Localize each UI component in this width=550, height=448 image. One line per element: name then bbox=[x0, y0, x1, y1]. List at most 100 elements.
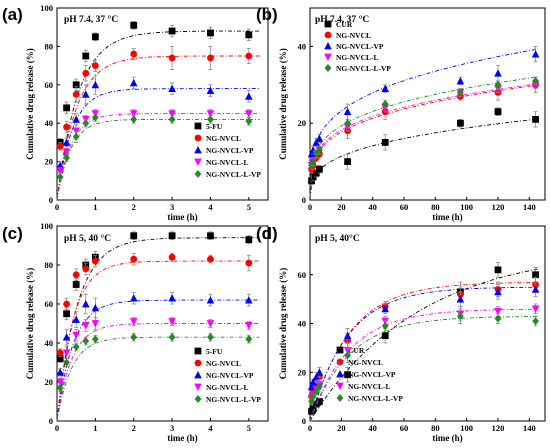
data-point bbox=[91, 33, 99, 41]
fit-curve bbox=[56, 260, 260, 422]
data-point bbox=[531, 50, 540, 58]
data-point bbox=[82, 265, 90, 273]
x-tick-label: 2 bbox=[132, 202, 136, 212]
data-point bbox=[63, 358, 70, 367]
panel-letter: (a) bbox=[2, 5, 23, 24]
data-point bbox=[245, 322, 253, 330]
data-point bbox=[72, 91, 80, 98]
data-point bbox=[494, 80, 502, 89]
data-point bbox=[532, 271, 539, 279]
data-point bbox=[63, 300, 70, 308]
y-tick-label: 60 bbox=[45, 299, 54, 309]
legend-marker bbox=[324, 31, 332, 39]
legend-label: 5-FU bbox=[206, 347, 223, 356]
legend-marker bbox=[194, 383, 202, 391]
data-point bbox=[63, 104, 70, 112]
data-point bbox=[130, 333, 138, 342]
data-point bbox=[531, 305, 540, 313]
y-tick-label: 0 bbox=[49, 195, 53, 205]
series-ng-nvcl bbox=[56, 252, 260, 422]
series-ng-nvcl-vp bbox=[56, 74, 260, 201]
y-tick-label: 40 bbox=[45, 338, 54, 348]
x-tick-label: 100 bbox=[460, 423, 473, 433]
fit-curve bbox=[56, 88, 260, 201]
legend-marker bbox=[324, 64, 332, 72]
panel-letter: (c) bbox=[2, 224, 23, 243]
x-tick-label: 4 bbox=[208, 423, 213, 433]
fit-curve bbox=[56, 237, 260, 422]
panel-a: (a) pH 7.4, 37 °C 0 1 2 3 4 5 0 20 40 60 80 100 time (… bbox=[2, 3, 269, 222]
data-point bbox=[130, 115, 138, 124]
x-tick-label: 1 bbox=[93, 423, 97, 433]
data-point bbox=[344, 351, 351, 360]
series-cur bbox=[308, 262, 539, 422]
data-point bbox=[91, 257, 99, 265]
legend-label: NG-NVCL-L-VP bbox=[206, 395, 261, 404]
data-point bbox=[245, 52, 253, 60]
data-point bbox=[316, 165, 323, 173]
data-point bbox=[130, 255, 138, 263]
legend-marker bbox=[194, 395, 202, 403]
data-point bbox=[381, 304, 389, 313]
data-point bbox=[315, 134, 324, 142]
data-point bbox=[82, 119, 90, 128]
data-point bbox=[56, 378, 64, 386]
legend-marker bbox=[336, 382, 344, 390]
data-point bbox=[312, 138, 321, 146]
data-point bbox=[245, 31, 253, 39]
series-ng-nvcl-l-vp bbox=[308, 76, 539, 197]
condition-label: pH 7.4, 37 °C bbox=[315, 14, 369, 25]
data-point bbox=[494, 287, 502, 296]
data-point bbox=[62, 333, 71, 341]
legend-label: 5-FU bbox=[206, 122, 223, 131]
legend-marker bbox=[336, 370, 344, 378]
fit-curve bbox=[309, 76, 539, 197]
data-point bbox=[344, 371, 351, 379]
data-point bbox=[245, 117, 253, 126]
data-point bbox=[81, 322, 90, 330]
data-point bbox=[312, 149, 320, 158]
data-point bbox=[457, 119, 464, 127]
x-tick-label: 3 bbox=[170, 202, 174, 212]
data-point bbox=[206, 296, 215, 304]
legend-label: NG-NVCL bbox=[206, 134, 241, 143]
fit-curve bbox=[56, 55, 260, 201]
y-tick-label: 80 bbox=[45, 41, 54, 51]
data-point bbox=[82, 337, 90, 346]
y-tick-label: 100 bbox=[40, 221, 53, 231]
legend-label: NG-NVCL bbox=[206, 359, 241, 368]
data-point bbox=[207, 333, 214, 342]
legend-label: NG-NVCL-VP bbox=[336, 42, 384, 51]
x-tick-label: 100 bbox=[460, 202, 473, 212]
legend-marker bbox=[194, 359, 202, 367]
data-point bbox=[91, 113, 99, 122]
panel-b: (b) pH 7.4, 37 °C 0 20 40 60 80 100 120 140 0 20 40 t… bbox=[256, 5, 546, 222]
data-point bbox=[343, 107, 352, 116]
data-point bbox=[56, 172, 64, 181]
data-point bbox=[130, 21, 138, 29]
legend-marker bbox=[194, 122, 202, 130]
series-ng-nvcl-vp bbox=[307, 46, 540, 197]
data-point bbox=[312, 169, 320, 177]
panel-d: (d) pH 5, 40°C 0 20 40 60 80 100 120 140 0 20 40 60 ti… bbox=[256, 224, 546, 443]
fit-curve bbox=[309, 48, 539, 197]
x-tick-label: 40 bbox=[368, 423, 377, 433]
data-point bbox=[457, 88, 464, 97]
legend-label: NG-NVCL-L bbox=[206, 158, 249, 167]
data-point bbox=[168, 110, 176, 118]
data-point bbox=[207, 29, 214, 37]
legend-marker bbox=[324, 42, 332, 50]
y-axis-title: Cumulative drug release (%) bbox=[278, 268, 288, 380]
fit-curve bbox=[309, 83, 539, 197]
fit-curve bbox=[309, 286, 539, 422]
legend-marker bbox=[194, 134, 202, 142]
series-ng-nvcl bbox=[308, 76, 539, 198]
legend-label: CUR bbox=[348, 346, 365, 355]
x-tick-label: 0 bbox=[55, 423, 59, 433]
series-ng-nvcl bbox=[56, 46, 260, 201]
fit-curve bbox=[309, 316, 538, 422]
x-tick-label: 60 bbox=[400, 423, 409, 433]
data-point bbox=[316, 146, 323, 155]
legend-label: NG-NVCL-L bbox=[336, 53, 379, 62]
data-point bbox=[381, 84, 389, 93]
